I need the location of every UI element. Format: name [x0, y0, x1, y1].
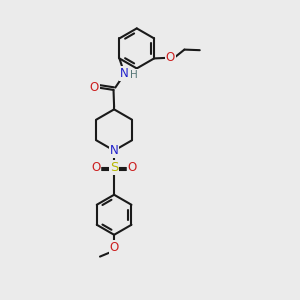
Text: O: O — [89, 81, 99, 94]
Text: S: S — [110, 161, 118, 174]
Text: O: O — [91, 161, 101, 174]
Text: O: O — [110, 241, 119, 254]
Text: O: O — [128, 161, 137, 174]
Text: H: H — [130, 70, 137, 80]
Text: N: N — [110, 144, 118, 157]
Text: O: O — [166, 51, 175, 64]
Text: N: N — [120, 67, 129, 80]
